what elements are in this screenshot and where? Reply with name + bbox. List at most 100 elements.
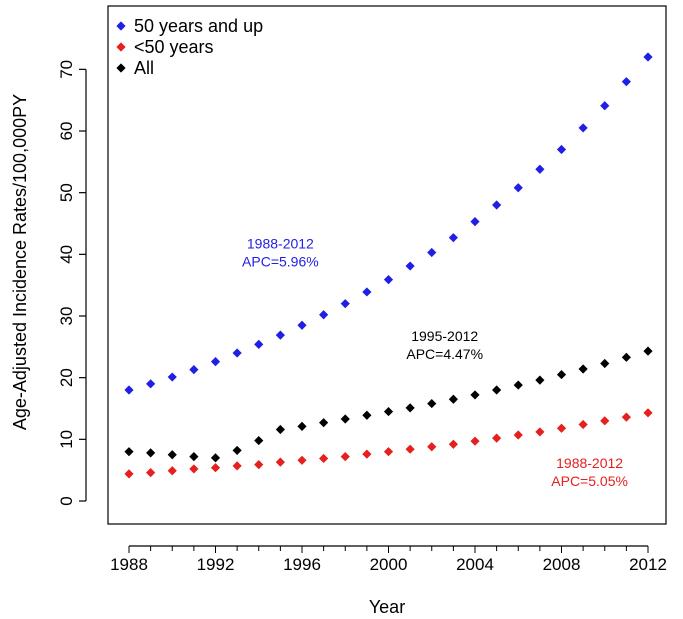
data-point (189, 365, 199, 375)
data-point (600, 416, 610, 426)
y-tick-label: 60 (57, 122, 76, 141)
y-axis: 0 10 20 30 40 50 60 70 (57, 60, 87, 506)
data-point (470, 217, 480, 227)
data-point (275, 457, 285, 467)
x-axis-title: Year (369, 597, 405, 617)
data-point (189, 452, 199, 462)
x-tick-label: 1996 (283, 555, 321, 574)
data-point (383, 275, 394, 285)
data-point (492, 433, 502, 443)
data-point (210, 453, 221, 463)
data-point (448, 439, 458, 449)
data-point (556, 144, 567, 155)
data-point (578, 123, 588, 133)
data-point (232, 445, 242, 456)
data-point (513, 430, 523, 440)
data-point (556, 369, 567, 380)
legend-label: <50 years (134, 37, 214, 57)
data-point (254, 339, 264, 349)
data-point (319, 310, 329, 320)
data-point (232, 461, 242, 471)
legend-label: All (134, 58, 154, 78)
data-point (146, 468, 156, 478)
x-tick-label: 2000 (370, 555, 408, 574)
data-point (124, 469, 134, 479)
annotation-period: 1988-2012 (247, 235, 314, 251)
data-point (124, 447, 134, 457)
y-axis-title: Age-Adjusted Incidence Rates/100,000PY (10, 94, 30, 430)
legend-marker (116, 63, 126, 73)
data-point (297, 455, 307, 465)
annotation-period: 1988-2012 (556, 455, 623, 471)
y-tick-label: 50 (57, 183, 76, 202)
data-point (470, 436, 480, 446)
data-point (405, 444, 415, 454)
data-point (578, 419, 588, 430)
data-point (319, 453, 329, 464)
x-tick-label: 1992 (197, 555, 235, 574)
data-point (448, 233, 458, 243)
data-point (167, 466, 177, 476)
data-point (146, 448, 156, 458)
legend-marker (116, 42, 126, 52)
data-point (643, 346, 653, 356)
data-point (600, 358, 610, 369)
data-point (535, 375, 545, 385)
data-point (643, 408, 653, 418)
annotation-apc: APC=5.96% (242, 253, 319, 269)
data-point (275, 330, 285, 340)
legend-marker (116, 21, 126, 31)
data-point (578, 364, 588, 374)
data-point (232, 348, 242, 358)
data-point (621, 77, 631, 87)
data-point (513, 380, 523, 390)
data-point (383, 406, 394, 417)
data-point (470, 390, 480, 400)
y-tick-label: 40 (57, 245, 76, 264)
data-point (492, 200, 502, 210)
annotation-apc: APC=5.05% (551, 473, 628, 489)
data-point (513, 183, 523, 193)
data-point (362, 449, 372, 459)
plot-frame (107, 5, 667, 525)
data-points (124, 52, 653, 479)
x-tick-label: 2004 (456, 555, 494, 574)
data-point (427, 442, 437, 452)
data-point (167, 450, 177, 460)
data-point (254, 435, 264, 446)
y-tick-label: 0 (57, 496, 76, 505)
data-point (492, 385, 502, 395)
data-point (297, 320, 307, 330)
annotation-period: 1995-2012 (411, 328, 478, 344)
series-0 (124, 52, 653, 395)
data-point (275, 424, 285, 435)
annotation-apc: APC=4.47% (406, 346, 483, 362)
data-point (254, 460, 264, 470)
data-point (643, 52, 653, 62)
data-point (535, 427, 545, 437)
data-point (340, 452, 350, 462)
data-point (383, 447, 394, 457)
data-point (189, 464, 199, 474)
x-axis: 1988 1992 1996 2000 2004 2008 2012 (110, 545, 667, 574)
x-tick-label: 2012 (629, 555, 667, 574)
data-point (362, 287, 372, 297)
data-point (427, 398, 437, 409)
data-point (297, 421, 307, 431)
data-point (167, 372, 177, 382)
data-point (621, 352, 631, 362)
data-point (427, 247, 437, 258)
data-point (405, 261, 415, 271)
data-point (362, 410, 372, 420)
series-2 (124, 346, 653, 463)
data-point (405, 403, 415, 413)
data-point (340, 299, 350, 309)
y-tick-label: 30 (57, 307, 76, 326)
data-point (319, 418, 329, 428)
data-point (340, 414, 350, 424)
x-tick-label: 1988 (110, 555, 148, 574)
data-point (210, 357, 221, 367)
data-point (556, 423, 567, 433)
